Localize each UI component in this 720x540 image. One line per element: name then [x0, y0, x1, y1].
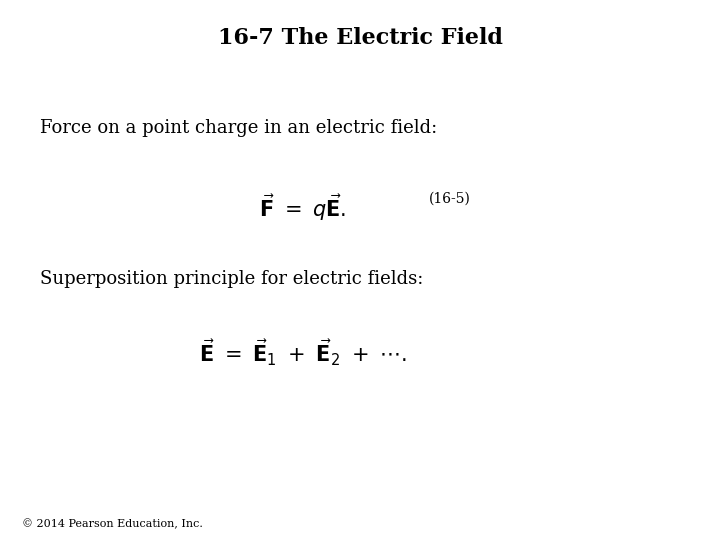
Text: $\vec{\mathbf{E}}\ =\ \vec{\mathbf{E}}_1\ +\ \vec{\mathbf{E}}_2\ +\ \cdots.$: $\vec{\mathbf{E}}\ =\ \vec{\mathbf{E}}_1…: [199, 338, 406, 368]
Text: © 2014 Pearson Education, Inc.: © 2014 Pearson Education, Inc.: [22, 518, 202, 529]
Text: Superposition principle for electric fields:: Superposition principle for electric fie…: [40, 270, 423, 288]
Text: (16-5): (16-5): [428, 192, 470, 206]
Text: 16-7 The Electric Field: 16-7 The Electric Field: [217, 27, 503, 49]
Text: $\vec{\mathbf{F}}\ =\ q\vec{\mathbf{E}}.$: $\vec{\mathbf{F}}\ =\ q\vec{\mathbf{E}}.…: [258, 192, 346, 222]
Text: Force on a point charge in an electric field:: Force on a point charge in an electric f…: [40, 119, 437, 137]
